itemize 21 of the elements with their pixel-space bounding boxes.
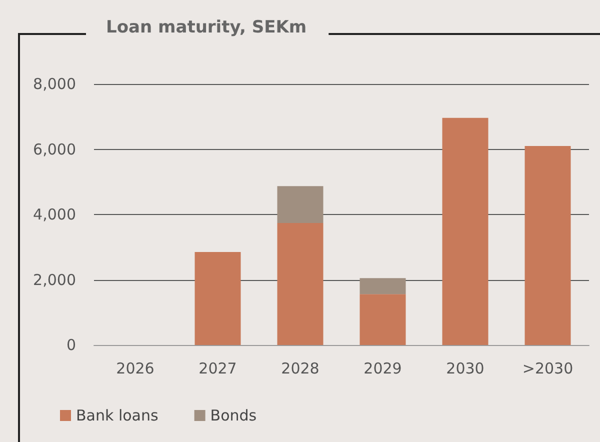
x-tick-label: 2027 (198, 360, 237, 378)
x-tick-label: 2030 (446, 360, 484, 378)
y-tick-label: 6,000 (33, 140, 76, 158)
y-tick-label: 4,000 (33, 206, 76, 224)
bar (442, 118, 488, 345)
x-tick-label: 2026 (116, 360, 154, 378)
legend-label: Bonds (210, 406, 257, 424)
y-tick-label: 8,000 (33, 75, 76, 93)
bar (277, 186, 324, 223)
bar (360, 294, 406, 345)
chart-title: Loan maturity, SEKm (106, 18, 307, 38)
bar (360, 278, 406, 294)
bar (524, 146, 571, 345)
x-tick-label: >2030 (522, 360, 574, 378)
legend-label: Bank loans (76, 406, 158, 424)
y-tick-label: 0 (66, 336, 76, 354)
x-tick-label: 2028 (281, 360, 320, 378)
y-tick-label: 2,000 (33, 270, 76, 289)
bar (277, 222, 324, 345)
bar (194, 252, 241, 345)
x-tick-label: 2029 (364, 360, 402, 378)
